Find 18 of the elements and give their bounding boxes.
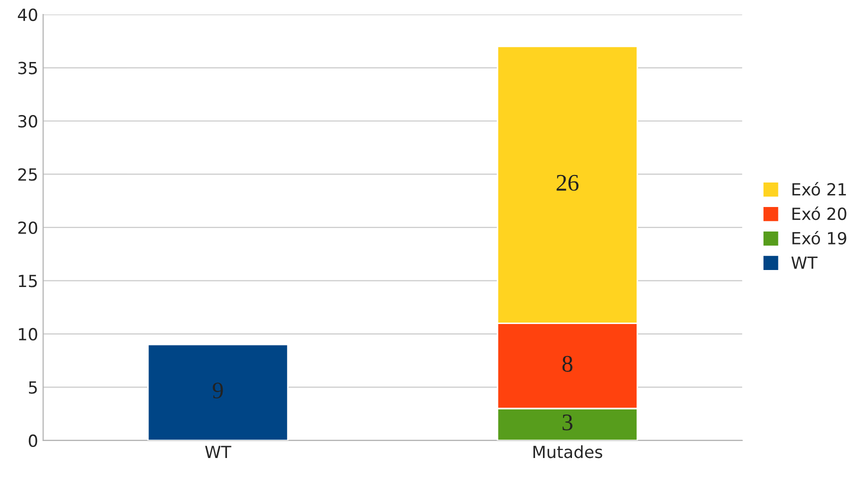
y-tick-label: 30 bbox=[18, 114, 38, 128]
y-tick-label: 25 bbox=[18, 168, 37, 181]
y-tick-label: 20 bbox=[18, 221, 38, 234]
data-label: 8 bbox=[562, 356, 572, 372]
data-label: 26 bbox=[556, 174, 579, 191]
y-tick-label: 35 bbox=[18, 62, 37, 74]
legend-label: Exó 20 bbox=[792, 206, 846, 220]
legend-label: Exó 19 bbox=[792, 230, 846, 245]
y-tick-label: 5 bbox=[28, 381, 37, 394]
x-tick-label: Mutades bbox=[533, 445, 602, 458]
y-tick-label: 10 bbox=[18, 328, 38, 341]
data-label: 3 bbox=[562, 414, 572, 430]
y-tick-label: 0 bbox=[28, 434, 38, 448]
y-tick-label: 15 bbox=[18, 274, 37, 288]
legend-label: Exó 21 bbox=[792, 182, 846, 196]
data-label: 9 bbox=[212, 382, 223, 398]
y-tick-label: 40 bbox=[18, 8, 38, 22]
legend-label: WT bbox=[791, 256, 818, 269]
